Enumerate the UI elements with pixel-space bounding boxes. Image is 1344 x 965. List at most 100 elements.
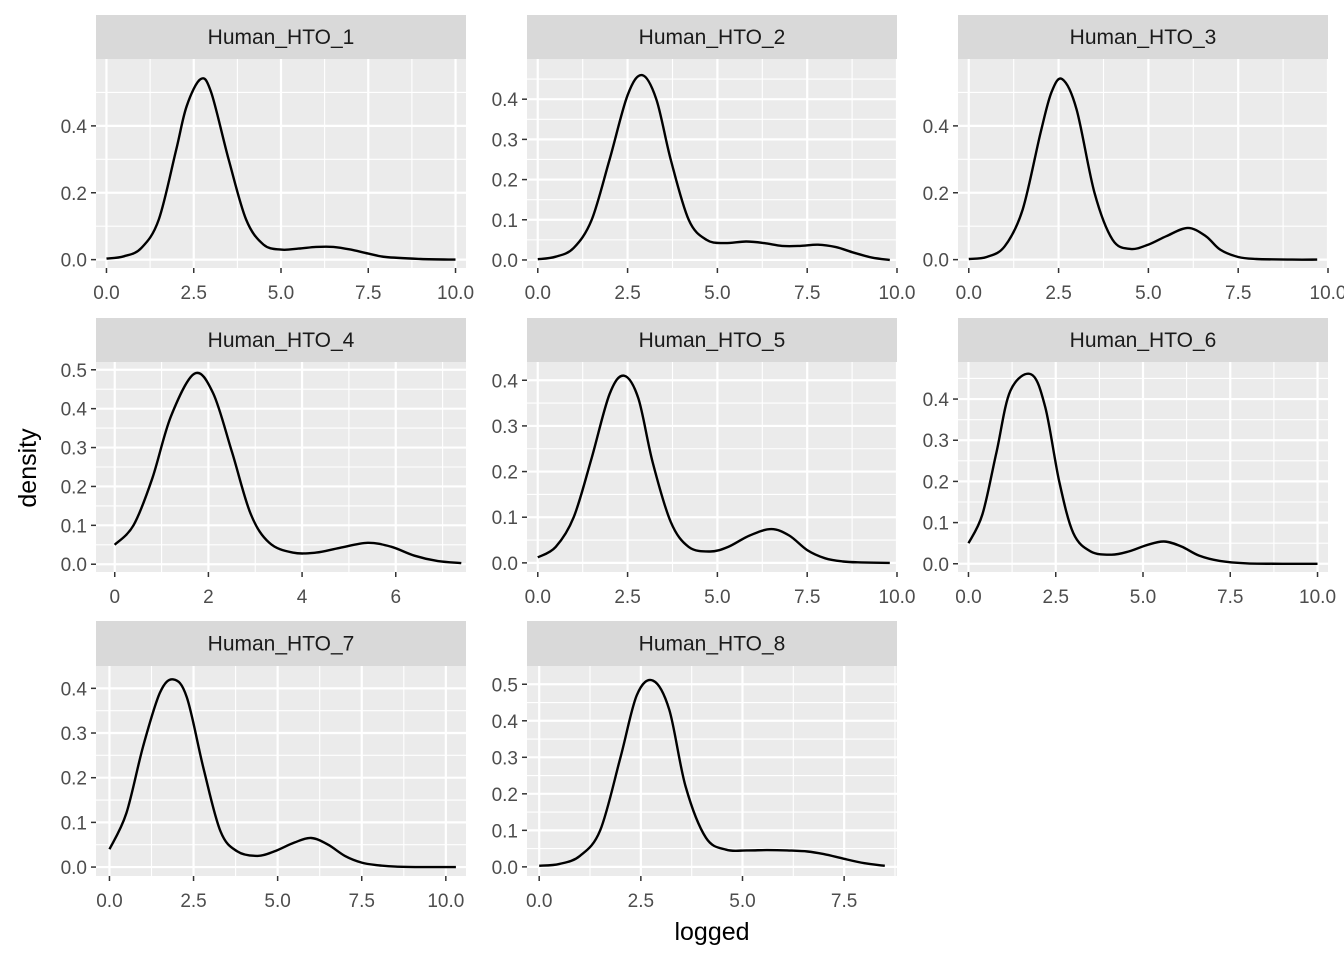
- y-tick-label: 0.3: [61, 724, 87, 745]
- y-tick-label: 0.2: [61, 769, 87, 790]
- x-tick-label: 7.5: [1217, 587, 1243, 608]
- y-tick-label: 0.2: [492, 785, 518, 806]
- x-tick-label: 2.5: [181, 283, 207, 304]
- facet-panel: Human_HTO_3 0.0 2.5 5.0 7.5 10.0 0.0 0.2 0.4: [923, 15, 1344, 304]
- y-tick-label: 0.1: [61, 813, 87, 834]
- x-tick-label: 2.5: [1043, 587, 1069, 608]
- facet-title: Human_HTO_7: [208, 633, 355, 656]
- x-tick-label: 5.0: [1135, 283, 1161, 304]
- x-tick-label: 0.0: [525, 587, 551, 608]
- x-tick-label: 5.0: [704, 283, 730, 304]
- x-tick-label: 0.0: [525, 283, 551, 304]
- y-tick-label: 0.1: [923, 514, 949, 535]
- x-tick-label: 2.5: [1045, 283, 1071, 304]
- y-tick-label: 0.2: [923, 472, 949, 493]
- y-tick-label: 0.4: [923, 117, 950, 138]
- panel-background: [527, 59, 897, 268]
- facet-title: Human_HTO_6: [1070, 329, 1217, 352]
- x-tick-label: 5.0: [264, 891, 290, 912]
- x-tick-label: 10.0: [1310, 283, 1344, 304]
- x-tick-label: 5.0: [268, 283, 294, 304]
- x-tick-label: 0.0: [956, 283, 982, 304]
- x-tick-label: 2.5: [180, 891, 206, 912]
- facet-panel: Human_HTO_1 0.0 2.5 5.0 7.5 10.0 0.0 0.2 0.4: [61, 15, 474, 304]
- facet-strip: [96, 318, 466, 362]
- y-tick-label: 0.4: [492, 712, 519, 733]
- facet-strip: [96, 621, 466, 666]
- facet-strip: [527, 15, 897, 59]
- facet-strip: [527, 318, 897, 362]
- x-tick-label: 7.5: [831, 891, 857, 912]
- facet-strip: [958, 318, 1328, 362]
- x-tick-label: 0.0: [955, 587, 981, 608]
- y-tick-label: 0.1: [492, 821, 518, 842]
- x-tick-label: 7.5: [794, 587, 820, 608]
- density-curve: [968, 77, 1318, 261]
- facet-strip: [96, 15, 466, 59]
- y-tick-label: 0.4: [492, 90, 519, 111]
- x-tick-label: 0.0: [96, 891, 122, 912]
- y-tick-label: 0.2: [923, 184, 949, 205]
- x-tick-label: 7.5: [349, 891, 375, 912]
- density-curve: [537, 374, 890, 565]
- y-tick-label: 0.3: [923, 431, 949, 452]
- y-tick-label: 0.3: [492, 748, 518, 769]
- y-tick-label: 0.5: [61, 361, 87, 382]
- x-tick-label: 2.5: [614, 587, 640, 608]
- x-tick-label: 2.5: [628, 891, 654, 912]
- facet-title: Human_HTO_4: [208, 329, 355, 352]
- panel-background: [958, 59, 1328, 268]
- y-tick-label: 0.4: [61, 679, 88, 700]
- facet-panel: Human_HTO_2 0.0 2.5 5.0 7.5 10.0 0.0 0.1 0.2 0.3 0…: [492, 15, 916, 304]
- x-tick-label: 0.0: [526, 891, 552, 912]
- y-tick-label: 0.2: [492, 171, 518, 192]
- y-tick-label: 0.2: [61, 477, 87, 498]
- facet-title: Human_HTO_1: [208, 26, 355, 49]
- y-tick-label: 0.1: [492, 211, 518, 232]
- density-curve: [113, 371, 462, 565]
- y-tick-label: 0.4: [923, 390, 950, 411]
- y-tick-label: 0.3: [492, 417, 518, 438]
- facet-title: Human_HTO_3: [1070, 26, 1217, 49]
- density-curve: [967, 372, 1318, 565]
- y-tick-label: 0.0: [492, 858, 518, 879]
- facet-strip: [958, 15, 1328, 59]
- x-tick-label: 2: [203, 587, 214, 608]
- facet-panel: Human_HTO_5 0.0 2.5 5.0 7.5 10.0 0.0 0.1 0.2 0.3 0…: [492, 318, 916, 608]
- x-tick-label: 6: [390, 587, 401, 608]
- y-tick-label: 0.3: [61, 439, 87, 460]
- density-curve: [108, 678, 456, 869]
- x-tick-label: 5.0: [729, 891, 755, 912]
- facet-strip: [527, 621, 897, 666]
- y-tick-label: 0.0: [492, 554, 518, 575]
- x-tick-label: 7.5: [355, 283, 381, 304]
- x-tick-label: 4: [297, 587, 308, 608]
- x-tick-label: 10.0: [437, 283, 474, 304]
- density-curve: [539, 678, 885, 867]
- y-tick-label: 0.1: [61, 516, 87, 537]
- x-tick-label: 10.0: [1299, 587, 1336, 608]
- facet-panel: Human_HTO_7 0.0 2.5 5.0 7.5 10.0 0.0 0.1 0.2 0.3 0…: [61, 621, 466, 912]
- y-tick-label: 0.4: [61, 117, 88, 138]
- y-tick-label: 0.0: [923, 555, 949, 576]
- x-tick-label: 0.0: [93, 283, 119, 304]
- y-tick-label: 0.0: [923, 251, 949, 272]
- x-tick-label: 10.0: [879, 587, 916, 608]
- y-tick-label: 0.0: [61, 858, 87, 879]
- y-tick-label: 0.2: [61, 184, 87, 205]
- facet-panel: Human_HTO_4 0 2 4 6 0.0 0.1 0.2 0.3 0.4 0.5: [61, 318, 466, 608]
- facet-title: Human_HTO_2: [639, 26, 786, 49]
- y-tick-label: 0.1: [492, 508, 518, 529]
- y-tick-label: 0.2: [492, 463, 518, 484]
- y-tick-label: 0.4: [492, 371, 519, 392]
- facet-panel: Human_HTO_8 0.0 2.5 5.0 7.5 0.0 0.1 0.2 0.3 0.4 0.…: [492, 621, 897, 912]
- facet-title: Human_HTO_8: [639, 633, 786, 656]
- y-tick-label: 0.0: [61, 555, 87, 576]
- x-tick-label: 10.0: [427, 891, 464, 912]
- x-tick-label: 2.5: [614, 283, 640, 304]
- x-tick-label: 10.0: [879, 283, 916, 304]
- facet-title: Human_HTO_5: [639, 329, 786, 352]
- density-curve: [106, 77, 456, 261]
- y-tick-label: 0.3: [492, 130, 518, 151]
